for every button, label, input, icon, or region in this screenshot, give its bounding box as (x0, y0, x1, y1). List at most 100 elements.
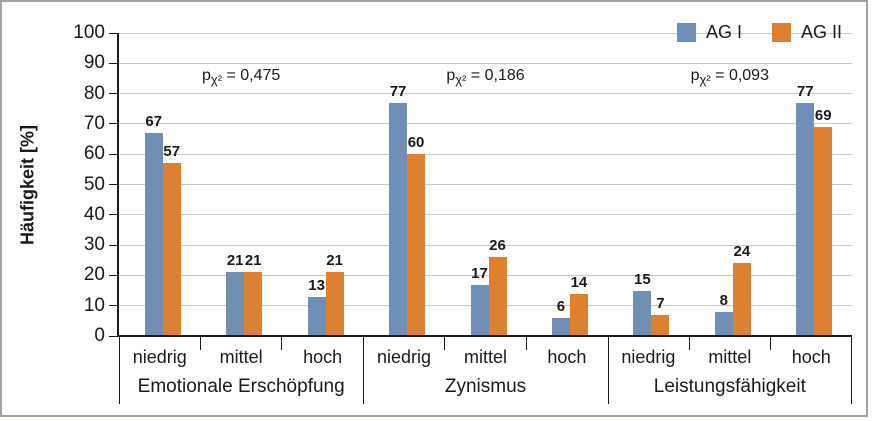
legend-item-ag-ii: AG II (771, 22, 842, 43)
bar-ag-i-leistungsf-higkeit-hoch (796, 102, 815, 336)
legend-item-ag-i: AG I (676, 22, 742, 43)
category-label-emotionale-ersch-pfung-niedrig: niedrig (132, 347, 187, 367)
bar-ag-ii-zynismus-hoch (569, 293, 588, 336)
gridline-80 (119, 93, 852, 95)
plot-area: 67 57 21 21 13 21 77 60 17 26 6 14 15 7 8 24 77 69 AG I A… (109, 22, 852, 337)
group-divider (363, 336, 365, 404)
y-tick-label-30: 30 (83, 234, 105, 256)
bar-ag-ii-emotionale-ersch-pfung-niedrig-value-label: 57 (163, 143, 181, 161)
group-divider (119, 336, 120, 404)
p-value-annotation-leistungsf-higkeit: pχ² = 0,093 (690, 67, 769, 87)
bar-ag-ii-zynismus-niedrig (407, 154, 426, 336)
gridline-20 (119, 274, 852, 276)
bar-ag-ii-emotionale-ersch-pfung-hoch (325, 272, 344, 336)
bar-ag-ii-emotionale-ersch-pfung-mittel-value-label: 21 (244, 252, 262, 270)
bar-ag-ii-zynismus-hoch-value-label: 14 (570, 273, 588, 291)
x-axis-line (117, 335, 852, 337)
bar-ag-i-leistungsf-higkeit-mittel (714, 311, 733, 336)
bar-ag-i-leistungsf-higkeit-mittel-value-label: 8 (719, 291, 728, 309)
y-axis-tick-50 (109, 184, 117, 185)
y-axis-tick-80 (109, 93, 117, 95)
y-axis-tick-20 (109, 274, 117, 276)
bar-ag-i-emotionale-ersch-pfung-mittel (226, 272, 245, 336)
y-tick-label-10: 10 (83, 294, 105, 316)
bar-ag-i-zynismus-niedrig (389, 102, 408, 336)
gridline-60 (119, 153, 852, 155)
bar-ag-i-leistungsf-higkeit-hoch-value-label: 77 (796, 82, 814, 100)
bar-ag-ii-zynismus-niedrig-value-label: 60 (407, 134, 425, 152)
bar-ag-ii-zynismus-mittel (488, 257, 507, 336)
bar-ag-ii-leistungsf-higkeit-hoch-value-label: 69 (814, 106, 832, 124)
gridline-90 (119, 62, 852, 64)
category-label-emotionale-ersch-pfung-mittel: mittel (219, 347, 263, 367)
bar-ag-ii-emotionale-ersch-pfung-niedrig (162, 163, 181, 336)
category-label-zynismus-niedrig: niedrig (377, 347, 432, 367)
category-tick (525, 336, 527, 350)
y-axis-tick-10 (109, 305, 117, 307)
p-value-annotation-zynismus: pχ² = 0,186 (446, 67, 525, 87)
category-tick (444, 336, 446, 350)
category-label-zynismus-hoch: hoch (547, 347, 587, 367)
gridline-40 (119, 214, 852, 216)
legend-swatch-ag-i-icon (676, 23, 696, 42)
y-tick-label-0: 0 (94, 325, 105, 346)
bar-ag-ii-leistungsf-higkeit-niedrig-value-label: 7 (656, 294, 665, 312)
bar-ag-ii-emotionale-ersch-pfung-hoch-value-label: 21 (326, 252, 343, 270)
bar-ag-ii-leistungsf-higkeit-mittel-value-label: 24 (733, 243, 751, 261)
group-divider (607, 336, 609, 404)
category-tick (770, 336, 772, 350)
y-tick-label-60: 60 (83, 143, 105, 165)
y-tick-label-90: 90 (83, 52, 105, 74)
bar-ag-i-emotionale-ersch-pfung-niedrig-value-label: 67 (145, 113, 163, 130)
y-axis-tick-60 (109, 153, 117, 155)
group-label-leistungsf-higkeit: Leistungsfähigkeit (653, 376, 806, 397)
bar-ag-ii-leistungsf-higkeit-niedrig (651, 314, 670, 336)
y-axis-tick-70 (109, 123, 117, 125)
y-tick-label-20: 20 (83, 264, 105, 286)
y-tick-label-100: 100 (73, 22, 105, 43)
bar-ag-i-leistungsf-higkeit-niedrig-value-label: 15 (634, 270, 651, 288)
bar-ag-ii-leistungsf-higkeit-hoch (814, 126, 833, 336)
bar-ag-i-zynismus-mittel-value-label: 17 (471, 264, 488, 282)
y-axis-tick-100 (109, 32, 117, 34)
group-divider (851, 336, 852, 404)
gridline-70 (119, 123, 852, 125)
y-axis-tick-40 (109, 214, 117, 216)
p-value-annotation-emotionale-ersch-pfung: pχ² = 0,475 (201, 67, 281, 87)
y-axis-tick-0 (109, 335, 117, 337)
bar-ag-i-leistungsf-higkeit-niedrig (633, 290, 652, 336)
y-tick-label-80: 80 (83, 82, 105, 104)
bar-ag-i-emotionale-ersch-pfung-mittel-value-label: 21 (226, 252, 244, 270)
bar-ag-ii-zynismus-mittel-value-label: 26 (489, 237, 506, 255)
y-axis-tick-30 (109, 244, 117, 246)
gridline-50 (119, 184, 852, 185)
bar-ag-i-zynismus-mittel (470, 284, 489, 336)
y-axis-title: Häufigkeit [%] (17, 124, 38, 245)
bar-ag-i-emotionale-ersch-pfung-hoch (307, 296, 326, 336)
legend-label-ag-ii: AG II (800, 22, 842, 42)
bar-ag-i-zynismus-hoch-value-label: 6 (556, 297, 566, 315)
y-tick-label-40: 40 (83, 203, 105, 225)
category-label-zynismus-mittel: mittel (463, 347, 507, 367)
category-tick (281, 336, 283, 350)
legend: AG I AG II (676, 22, 842, 43)
bar-ag-i-emotionale-ersch-pfung-hoch-value-label: 13 (308, 276, 325, 294)
category-label-emotionale-ersch-pfung-hoch: hoch (303, 347, 343, 367)
category-tick (688, 336, 690, 350)
bar-ag-i-zynismus-niedrig-value-label: 77 (389, 82, 407, 100)
y-tick-label-50: 50 (83, 173, 105, 195)
group-label-zynismus: Zynismus (444, 376, 527, 397)
y-axis-tick-90 (109, 62, 117, 64)
category-label-leistungsf-higkeit-niedrig: niedrig (621, 347, 676, 367)
gridline-100 (119, 32, 852, 34)
category-label-leistungsf-higkeit-mittel: mittel (708, 347, 752, 367)
bar-ag-ii-leistungsf-higkeit-mittel (732, 263, 751, 336)
bar-ag-i-emotionale-ersch-pfung-niedrig (144, 133, 163, 336)
group-label-emotionale-ersch-pfung: Emotionale Erschöpfung (137, 376, 345, 397)
y-tick-label-70: 70 (83, 112, 105, 134)
legend-swatch-ag-ii-icon (771, 23, 791, 42)
category-tick (199, 336, 201, 350)
gridline-30 (119, 244, 852, 246)
category-label-leistungsf-higkeit-hoch: hoch (791, 347, 831, 367)
